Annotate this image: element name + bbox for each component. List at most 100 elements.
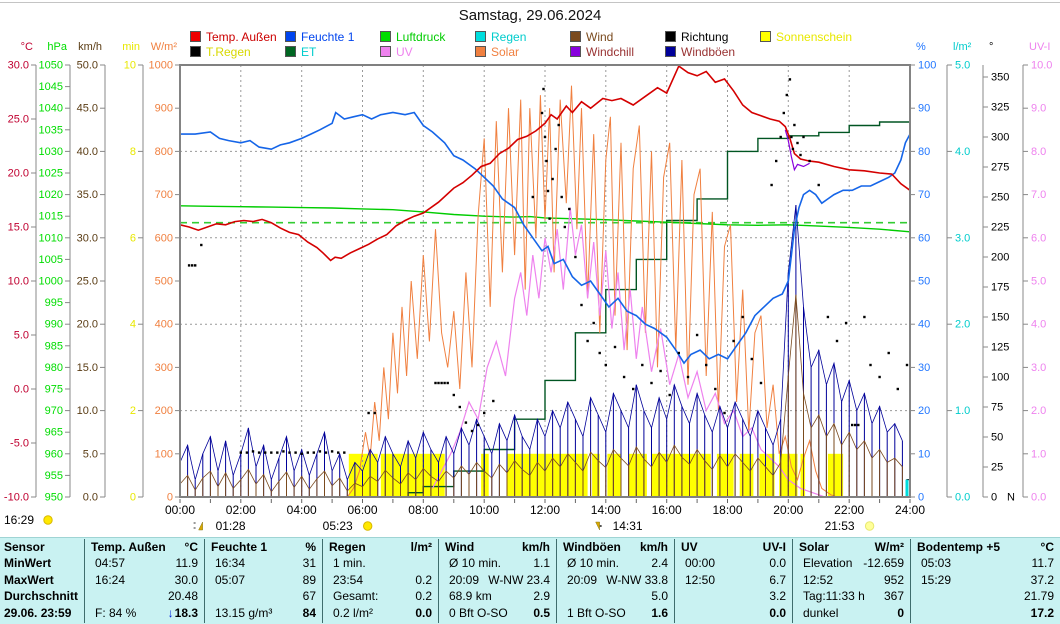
row-value: 11.7 [1031, 556, 1054, 571]
axis-tick-label: 965 [45, 427, 63, 439]
group-row: 5.0 [557, 588, 674, 604]
group-unit: l/m² [410, 540, 432, 554]
axis-tick-label: 1020 [39, 189, 63, 201]
row-label: F: 84 % [95, 605, 137, 620]
group-row: 17.2 [911, 605, 1060, 621]
windb-en-swatch [665, 46, 676, 57]
axis-tick-label: 950 [45, 492, 63, 504]
axis-tick-label: 1015 [39, 211, 63, 223]
feuchte-1-swatch [285, 31, 296, 42]
axis-tick-label: 60 [918, 232, 930, 244]
group-row: 20:09 W-NW 33.8 [557, 572, 674, 588]
series-solar [346, 85, 838, 498]
row-label: 04:57 [95, 556, 126, 571]
row-header: Durchschnitt [4, 589, 79, 604]
weather-chart-svg: °C30.025.020.015.010.05.00.0-5.0-10.0hPa… [4, 41, 1053, 533]
axis-tick-label: 10 [918, 448, 930, 460]
time-tick-label: 22:00 [834, 503, 864, 517]
axis-tick-label: 275 [991, 162, 1009, 174]
axis-tick-label: 7.0 [1031, 189, 1046, 201]
row-label: Ø 10 min. [567, 556, 620, 571]
et-swatch [285, 46, 296, 57]
axis-tick-label: 985 [45, 340, 63, 352]
group-row: 0.0 [675, 605, 792, 621]
group-row: Gesamt: 0.2 [323, 588, 438, 604]
row-label: 1 min. [333, 556, 366, 571]
sunshine-bar [348, 453, 378, 497]
group-header: Bodentemp +5 °C [911, 539, 1060, 555]
series-sonnenschein [348, 453, 844, 497]
axis-tick-label: 50 [918, 276, 930, 288]
series-temp-au-en [179, 64, 911, 262]
table-group-regen: Regen l/m² 1 min. 23:54 0.2 Gesamt: 0.2 0.2 l/m… [322, 539, 438, 623]
legend-label: Windböen [681, 44, 736, 59]
axis-tick-label: 30.0 [77, 232, 98, 244]
group-row: dunkel 0 [793, 605, 910, 621]
time-tick-label: 02:00 [226, 503, 256, 517]
row-label: Elevation [803, 556, 853, 571]
axis-tick-label: 100 [991, 372, 1009, 384]
axis-tick-label: 900 [155, 103, 173, 115]
legend-label: Temp. Außen [206, 29, 277, 44]
axis-tick-label: 350 [991, 72, 1009, 84]
row-value: -12.659 [863, 556, 904, 571]
group-row: 05:07 89 [205, 572, 322, 588]
legend-item-regen: Regen [475, 29, 527, 44]
axis-tick-label: 40 [918, 319, 930, 331]
axis-tick-label: 15.0 [8, 222, 29, 234]
axis-: °350325300275250225200175150125100755025… [982, 41, 1015, 504]
group-row: 0.2 l/m² 0.0 [323, 605, 438, 621]
axis-tick-label: 955 [45, 470, 63, 482]
axis-tick-label: 125 [991, 342, 1009, 354]
axis-l-m: l/m² 5.0 4.0 3.0 2.0 1.0 0.0 [946, 41, 972, 504]
sunshine-bar [716, 453, 734, 497]
axis-tick-label: 4.0 [955, 146, 970, 158]
legend-label: Feuchte 1 [301, 29, 355, 44]
axis-tick-label: 40.0 [77, 146, 98, 158]
axis-tick-label: 35.0 [77, 189, 98, 201]
stats-table: Sensor MinWert MaxWert Durchschnitt 29.06. 2… [0, 537, 1060, 624]
axis-tick-label: 300 [991, 132, 1009, 144]
row-label [917, 588, 921, 604]
row-header: MinWert [4, 556, 52, 571]
row-value: 6.7 [769, 572, 786, 587]
axis-tick-label: 250 [991, 192, 1009, 204]
group-name: Solar [799, 540, 830, 554]
row-label: 12:52 [803, 572, 834, 587]
row-value: 21.79 [1023, 589, 1054, 604]
legend-label: Richtung [681, 29, 729, 44]
group-name: Regen [329, 540, 366, 554]
axis-tick-label: 70 [918, 189, 930, 201]
group-name: Windböen [563, 540, 621, 554]
group-header: Wind km/h [439, 539, 556, 555]
group-row: 04:57 11.9 [85, 555, 204, 571]
group-row: 15:29 37.2 [911, 572, 1060, 588]
row-value: 89 [302, 572, 316, 587]
axis-unit-label: % [916, 41, 926, 53]
legend-item-wind: Wind [570, 30, 613, 44]
axis-tick-label: 800 [155, 146, 173, 158]
row-value: 2.9 [533, 589, 550, 604]
axis-tick-label: 1030 [39, 146, 63, 158]
page-title: Samstag, 29.06.2024 [458, 7, 602, 24]
axis-tick-label: 10 [124, 60, 136, 72]
axis-unit-label: UV-I [1029, 41, 1050, 53]
row-label: 00:00 [685, 556, 716, 571]
row-value: 3.2 [769, 589, 786, 604]
row-value: W-NW 23.4 [488, 572, 550, 587]
axis-tick-label: 8 [130, 146, 136, 158]
axis-tick-label: 0.0 [1031, 492, 1046, 504]
group-row: F: 84 % ↓18.3 [85, 605, 204, 621]
axis-tick-label: 5.0 [83, 448, 98, 460]
axis-tick-label: 0.0 [14, 384, 29, 396]
legend-item-sonnenschein: Sonnenschein [760, 30, 852, 44]
axis-tick-label: 0 [130, 492, 136, 504]
axis-unit-label: hPa [47, 41, 67, 53]
time-tick-label: 20:00 [773, 503, 803, 517]
axis-tick-label: 1040 [39, 103, 63, 115]
row-header: MaxWert [4, 572, 54, 587]
time-tick-label: 18:00 [712, 503, 742, 517]
axis-tick-label: 960 [45, 448, 63, 460]
legend-label: Regen [491, 29, 527, 44]
row-value: 0.2 [415, 589, 432, 604]
